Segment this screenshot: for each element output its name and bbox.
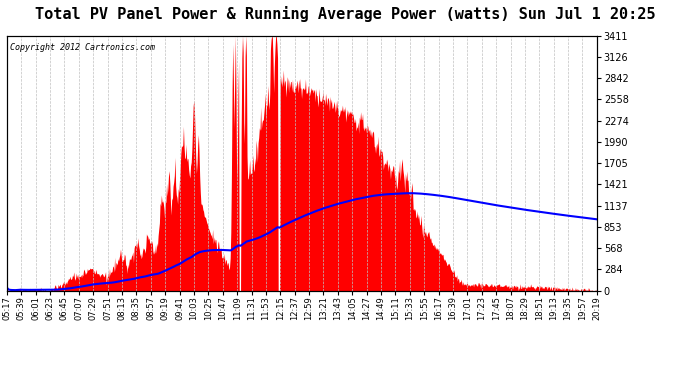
Text: Copyright 2012 Cartronics.com: Copyright 2012 Cartronics.com — [10, 43, 155, 52]
Text: Total PV Panel Power & Running Average Power (watts) Sun Jul 1 20:25: Total PV Panel Power & Running Average P… — [34, 6, 655, 22]
